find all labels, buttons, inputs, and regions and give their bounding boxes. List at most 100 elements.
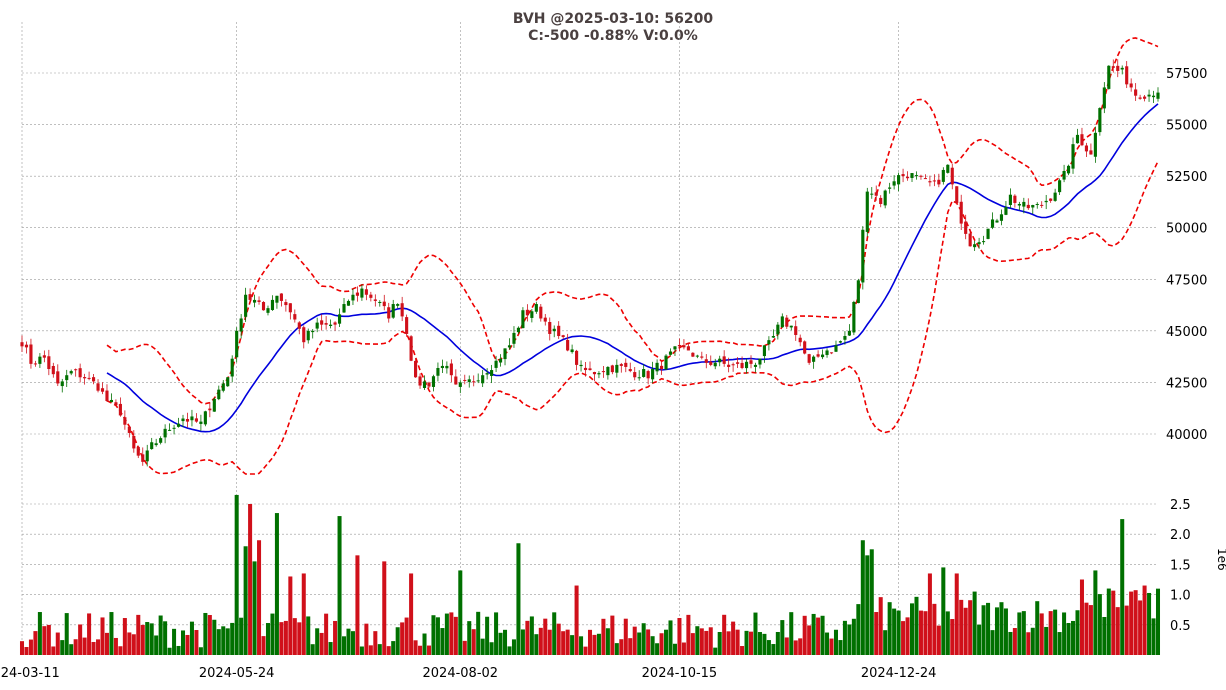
candle-body <box>261 302 266 311</box>
candle-body <box>181 418 185 422</box>
y-tick-label: 50000 <box>1166 222 1207 237</box>
candle-body <box>950 167 954 185</box>
candle-body <box>185 418 190 422</box>
volume-bar <box>342 636 347 655</box>
candle-body <box>946 164 950 173</box>
candle-body <box>722 356 726 364</box>
candle-body <box>852 301 856 333</box>
volume-bar <box>127 632 132 655</box>
volume-bar <box>628 638 633 655</box>
candle-body <box>865 191 869 232</box>
volume-bar <box>999 602 1004 655</box>
volume-bar <box>1106 588 1111 655</box>
candle-body <box>744 361 749 369</box>
bollinger-bands <box>106 37 1159 475</box>
candle-body <box>816 354 820 357</box>
candle-body <box>302 327 306 343</box>
volume-bar <box>771 644 776 655</box>
volume-bar <box>994 607 1000 655</box>
volume-bar <box>131 634 136 655</box>
volume-bar <box>574 585 579 655</box>
volume-axis-label: 1e6 <box>1215 548 1226 571</box>
candle-body <box>418 376 422 386</box>
candle-body <box>427 382 431 387</box>
volume-bar <box>847 624 852 655</box>
candle-body <box>731 364 735 366</box>
volume-bar <box>905 617 910 655</box>
volume-bar <box>485 616 490 655</box>
candle-body <box>431 376 436 387</box>
volume-bar <box>243 546 248 655</box>
volume-bar <box>632 626 637 655</box>
volume-bar <box>373 631 378 655</box>
volume-bar <box>310 644 315 655</box>
volume-bar <box>404 617 409 655</box>
volume-bar <box>708 627 713 655</box>
volume-bar <box>301 573 306 655</box>
volume-bar <box>413 640 418 655</box>
x-tick-label: 2024-08-02 <box>423 666 499 681</box>
volume-bar <box>918 610 923 655</box>
candle-body <box>87 377 91 379</box>
volume-bar <box>198 647 203 655</box>
candle-body <box>351 294 355 301</box>
candle-body <box>825 350 829 355</box>
candle-body <box>337 314 342 324</box>
candle-body <box>646 371 650 379</box>
volume-bar <box>176 645 181 655</box>
volume-bar <box>681 642 686 655</box>
volume-bar <box>963 607 968 655</box>
volume-bar <box>279 622 284 655</box>
candle-body <box>311 330 315 333</box>
volume-bar <box>324 613 329 655</box>
candle-body <box>56 371 60 384</box>
candle-body <box>847 330 851 336</box>
candle-body <box>879 197 883 204</box>
candle-body <box>324 323 328 325</box>
candle-body <box>767 340 771 345</box>
candle-body <box>1138 97 1142 99</box>
candle-body <box>226 377 230 387</box>
volume-bar <box>816 617 821 655</box>
volume-bar <box>735 629 740 655</box>
volume-bar <box>1079 579 1084 655</box>
candle-body <box>1089 150 1093 155</box>
volume-bar <box>503 629 508 655</box>
volume-tick-label: 1.5 <box>1170 558 1191 573</box>
candle-body <box>472 381 476 383</box>
candle-body <box>440 365 444 369</box>
volume-panel <box>19 494 1161 655</box>
volume-bar <box>234 494 239 655</box>
candle-body <box>24 344 29 348</box>
candle-body <box>548 321 552 334</box>
grid <box>21 22 1158 655</box>
candle-body <box>834 345 838 352</box>
candle-body <box>762 345 766 357</box>
volume-bar <box>395 627 400 655</box>
volume-bar <box>570 635 575 655</box>
volume-bar <box>655 643 660 655</box>
candle-body <box>1031 205 1035 208</box>
volume-bar <box>941 567 946 655</box>
volume-bar <box>1008 631 1013 655</box>
volume-bar <box>623 618 628 655</box>
volume-bar <box>122 618 127 655</box>
volume-bar <box>1026 632 1031 655</box>
volume-bar <box>901 621 906 655</box>
candle-body <box>821 354 825 358</box>
candle-body <box>83 377 87 379</box>
volume-bar <box>1003 608 1008 655</box>
volume-bar <box>73 639 78 655</box>
candle-body <box>955 186 959 203</box>
volume-bar <box>1044 626 1049 655</box>
volume-bar <box>297 622 302 655</box>
volume-bar <box>798 638 803 655</box>
volume-bar <box>440 628 445 655</box>
candle-body <box>1071 144 1075 169</box>
candle-body <box>736 362 740 364</box>
volume-bar <box>637 632 642 655</box>
candle-body <box>1084 145 1089 152</box>
volume-bar <box>189 621 194 655</box>
volume-bar <box>1102 616 1107 655</box>
y-tick-label: 47500 <box>1166 273 1207 288</box>
